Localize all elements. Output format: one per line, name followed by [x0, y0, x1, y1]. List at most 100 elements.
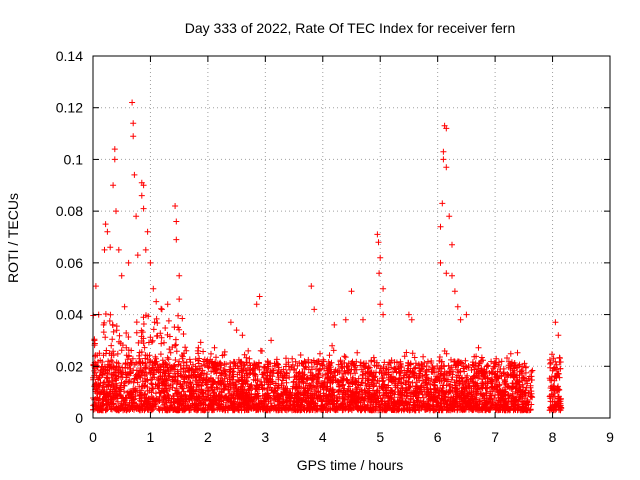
data-point: [94, 364, 101, 371]
data-point: [382, 387, 389, 394]
data-point: [413, 397, 420, 404]
data-point: [279, 402, 286, 409]
data-point: [116, 338, 122, 345]
data-point: [101, 319, 108, 326]
data-point: [273, 406, 280, 413]
data-point: [491, 360, 498, 367]
data-point: [153, 355, 159, 362]
data-point: [337, 357, 344, 364]
data-point: [295, 379, 302, 386]
data-point: [91, 336, 98, 343]
data-point: [493, 355, 500, 362]
data-point: [154, 332, 161, 339]
data-point: [319, 362, 326, 369]
data-point: [475, 344, 482, 351]
data-point: [502, 372, 509, 379]
data-point: [107, 244, 114, 251]
data-point: [501, 377, 508, 383]
data-point: [441, 371, 448, 378]
data-point: [213, 354, 219, 361]
data-point: [173, 218, 180, 225]
data-point: [319, 398, 326, 405]
data-point: [215, 378, 222, 385]
data-point: [208, 398, 215, 405]
data-point: [160, 388, 167, 395]
data-point: [211, 401, 218, 408]
data-point: [197, 339, 204, 346]
data-point: [133, 375, 140, 382]
data-point: [107, 311, 114, 318]
data-point: [495, 361, 502, 368]
data-point: [129, 355, 136, 362]
data-point: [166, 346, 173, 353]
data-point: [468, 403, 475, 410]
data-point: [150, 364, 157, 371]
data-point: [355, 375, 362, 382]
data-point: [125, 352, 132, 359]
data-point: [371, 391, 378, 398]
data-point: [165, 317, 172, 324]
data-point: [195, 344, 202, 351]
data-point: [123, 344, 130, 351]
data-point: [277, 393, 284, 400]
data-point: [156, 363, 163, 369]
data-point: [175, 399, 182, 405]
data-point: [240, 394, 247, 400]
data-point: [488, 368, 495, 375]
data-point: [274, 370, 281, 377]
data-point: [172, 373, 179, 380]
data-point: [411, 354, 418, 361]
data-point: [186, 407, 193, 414]
data-point: [421, 359, 428, 366]
data-point: [420, 353, 427, 360]
data-point: [121, 303, 128, 310]
data-point: [440, 148, 447, 155]
data-point: [171, 378, 178, 384]
data-point: [144, 228, 151, 235]
data-point: [226, 390, 233, 397]
chart-title: Day 333 of 2022, Rate Of TEC Index for r…: [185, 20, 515, 36]
data-point: [263, 386, 270, 393]
data-point: [473, 382, 480, 389]
data-point: [217, 359, 224, 366]
data-point: [144, 352, 151, 359]
data-point: [98, 363, 105, 370]
data-point: [303, 380, 309, 387]
data-point: [165, 391, 171, 398]
data-point: [218, 398, 225, 405]
data-point: [428, 358, 435, 364]
data-point: [129, 404, 136, 411]
data-point: [354, 349, 361, 356]
data-point: [506, 395, 512, 402]
data-point: [423, 379, 430, 386]
data-point: [172, 203, 179, 209]
data-point: [372, 373, 379, 380]
data-point: [388, 364, 395, 371]
data-point: [308, 364, 315, 370]
data-point: [440, 388, 447, 394]
y-tick-label: 0.02: [56, 358, 83, 374]
data-point: [327, 407, 334, 413]
data-point: [95, 404, 102, 411]
data-point: [339, 382, 346, 389]
data-point: [233, 327, 240, 334]
data-point: [292, 358, 299, 365]
data-point: [165, 356, 172, 363]
data-point: [341, 353, 348, 360]
data-point: [501, 406, 508, 413]
data-point: [311, 306, 318, 313]
data-point: [194, 371, 201, 378]
data-point: [332, 377, 339, 384]
data-point: [359, 403, 366, 410]
data-point: [514, 389, 521, 396]
data-point: [317, 393, 324, 400]
data-point: [115, 366, 122, 373]
data-point: [377, 301, 384, 308]
data-point: [316, 374, 322, 381]
data-point: [102, 407, 109, 414]
data-point: [414, 394, 421, 401]
data-point: [274, 360, 280, 367]
data-point: [232, 394, 239, 401]
data-point: [390, 390, 396, 397]
data-point: [150, 326, 157, 333]
